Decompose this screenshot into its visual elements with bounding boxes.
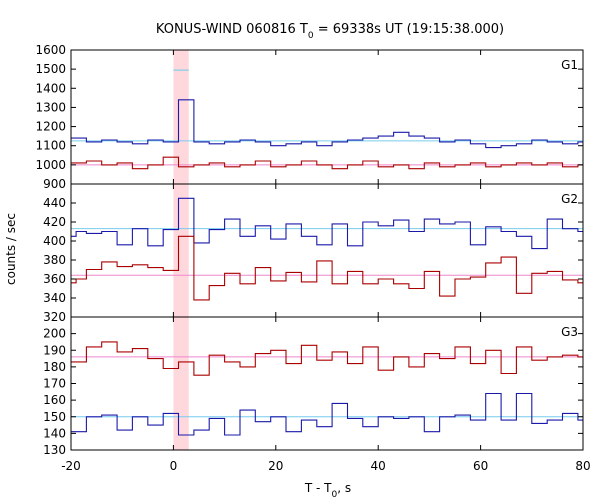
y-tick-label: 190	[43, 343, 66, 357]
highlight-band	[173, 50, 189, 450]
panel-label-g2: G2	[561, 192, 578, 206]
series-g2-1	[71, 235, 583, 301]
y-tick-label: 130	[43, 443, 66, 457]
chart-title: KONUS-WIND 060816 T0 = 69338s UT (19:15:…	[156, 22, 504, 41]
panel-g2: 320 340 360 380 400 420 440 G2	[43, 183, 584, 324]
y-tick-label: 160	[43, 393, 66, 407]
panel-label-g1: G1	[561, 58, 578, 72]
x-tick-label: 20	[268, 459, 283, 473]
y-tick-label: 380	[43, 253, 66, 267]
y-tick-label: 1400	[35, 81, 66, 95]
y-tick-label: 1100	[35, 139, 66, 153]
y-tick-label: 1500	[35, 62, 66, 76]
series-g2-0	[71, 197, 583, 250]
y-tick-label: 360	[43, 272, 66, 286]
y-tick-label: 1600	[35, 43, 66, 57]
x-tick-label: 60	[473, 459, 488, 473]
panel-frame-g2	[70, 183, 584, 318]
plot-area: 9001000110012001300140015001600G13203403…	[35, 43, 590, 473]
series-g3-1	[71, 341, 583, 376]
panel-g1: 900 1000 1100 1200 1300 1400 1500 1600 G1	[35, 43, 584, 191]
series-g3-0	[71, 392, 583, 436]
y-tick-label: 420	[43, 215, 66, 229]
y-tick-label: 180	[43, 360, 66, 374]
y-tick-label: 340	[43, 291, 66, 305]
x-tick-label: -20	[61, 459, 81, 473]
y-axis-label: counts / sec	[4, 213, 18, 285]
series-g1-0	[71, 99, 583, 149]
y-tick-label: 200	[43, 327, 66, 341]
panel-frame-g1	[70, 49, 584, 185]
panel-g3: 130 140 150 160 170 180 190 200 G3	[43, 316, 584, 457]
series-g1-1	[71, 156, 583, 170]
y-tick-label: 170	[43, 377, 66, 391]
y-tick-label: 440	[43, 196, 66, 210]
y-tick-label: 400	[43, 234, 66, 248]
y-tick-label: 140	[43, 426, 66, 440]
panel-label-g3: G3	[561, 325, 578, 339]
x-tick-label: 40	[371, 459, 386, 473]
panel-frame-g3	[70, 316, 584, 451]
x-tick-label: 80	[575, 459, 590, 473]
y-tick-label: 900	[43, 177, 66, 191]
y-tick-label: 1200	[35, 120, 66, 134]
y-tick-label: 320	[43, 310, 66, 324]
y-tick-label: 1000	[35, 158, 66, 172]
x-tick-label: 0	[170, 459, 178, 473]
x-axis-label: T - T0, s	[304, 481, 351, 500]
y-tick-label: 1300	[35, 100, 66, 114]
y-tick-label: 150	[43, 410, 66, 424]
